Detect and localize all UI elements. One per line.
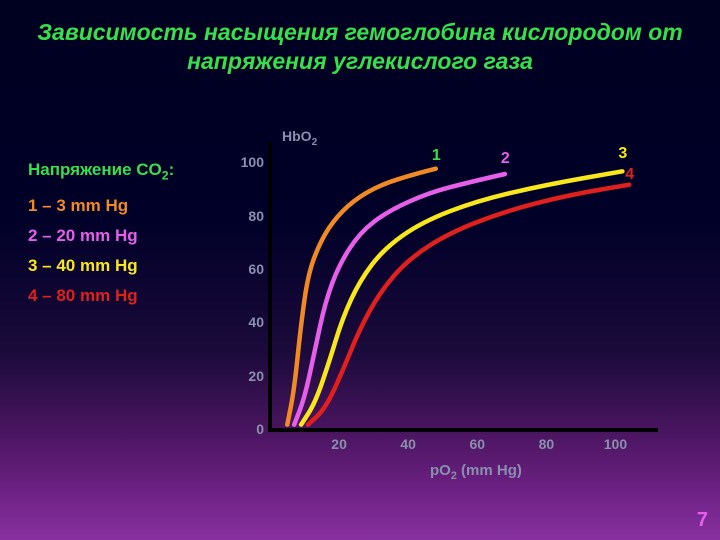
chart: HbO2 pO2 (mm Hg) 02040608010020406080100… [230, 130, 670, 470]
slide-title: Зависимость насыщения гемоглобина кислор… [0, 0, 720, 76]
legend-item: 2 – 20 mm Hg [28, 226, 174, 246]
x-tick: 80 [526, 436, 566, 452]
y-tick: 100 [230, 154, 264, 170]
curve-2 [294, 174, 505, 425]
chart-svg [230, 130, 670, 470]
x-tick: 100 [595, 436, 635, 452]
x-tick: 40 [388, 436, 428, 452]
curve-1 [287, 169, 436, 425]
curve-label-3: 3 [618, 145, 627, 163]
slide-number: 7 [697, 509, 708, 532]
legend-item: 1 – 3 mm Hg [28, 196, 174, 216]
y-tick: 0 [230, 421, 264, 437]
legend-item: 3 – 40 mm Hg [28, 256, 174, 276]
curve-label-2: 2 [501, 150, 510, 168]
y-tick: 80 [230, 208, 264, 224]
y-tick: 20 [230, 368, 264, 384]
curve-4 [308, 185, 629, 425]
y-axis-title: HbO2 [282, 128, 317, 148]
legend-title: Напряжение CO2: [28, 160, 174, 182]
legend-item: 4 – 80 mm Hg [28, 286, 174, 306]
legend: Напряжение CO2: 1 – 3 mm Hg 2 – 20 mm Hg 3… [28, 160, 174, 316]
title-line1: Зависимость насыщения гемоглобина кислор… [37, 19, 683, 45]
x-tick: 20 [319, 436, 359, 452]
curve-3 [301, 171, 622, 424]
x-tick: 60 [457, 436, 497, 452]
title-line2: напряжения углекислого газа [187, 48, 533, 74]
curve-label-1: 1 [432, 147, 441, 165]
curve-label-4: 4 [625, 166, 634, 184]
y-tick: 60 [230, 261, 264, 277]
x-axis-title: pO2 (mm Hg) [430, 462, 522, 482]
y-tick: 40 [230, 314, 264, 330]
